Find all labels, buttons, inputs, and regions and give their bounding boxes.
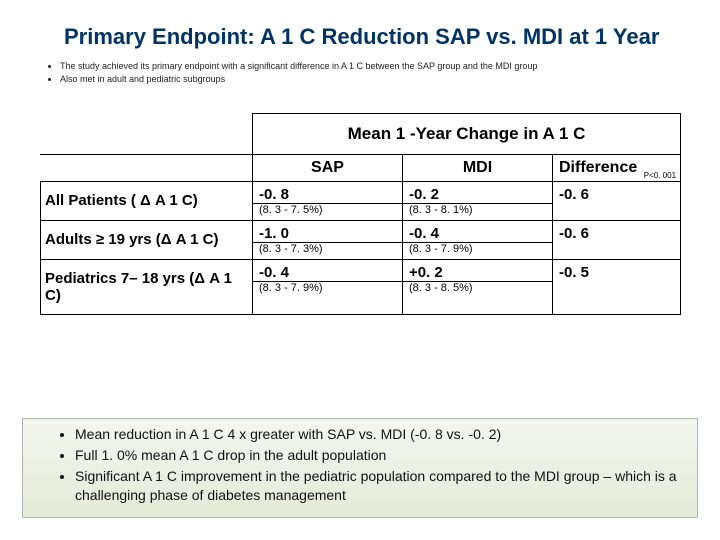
col-header-diff-label: Difference: [559, 159, 637, 176]
table-row: Adults ≥ 19 yrs (Δ A 1 C) -1. 0 (8. 3 - …: [41, 221, 681, 260]
results-table: Mean 1 -Year Change in A 1 C SAP MDI Dif…: [40, 113, 681, 315]
cell-sap: -1. 0 (8. 3 - 7. 3%): [253, 221, 403, 260]
cell-mdi: -0. 2 (8. 3 - 8. 1%): [403, 182, 553, 221]
top-bullet-list: The study achieved its primary endpoint …: [42, 60, 686, 85]
cell-value: -0. 8: [253, 182, 402, 203]
results-table-container: Mean 1 -Year Change in A 1 C SAP MDI Dif…: [40, 113, 680, 315]
cell-diff: -0. 6: [553, 221, 681, 260]
table-spanning-header: Mean 1 -Year Change in A 1 C: [253, 114, 681, 155]
summary-bullet: Full 1. 0% mean A 1 C drop in the adult …: [75, 446, 687, 465]
table-header-row-2: SAP MDI Difference P<0. 001: [41, 155, 681, 182]
table-row: Pediatrics 7– 18 yrs (Δ A 1 C) -0. 4 (8.…: [41, 260, 681, 315]
cell-subvalue: (8. 3 - 8. 1%): [403, 203, 552, 220]
summary-box: Mean reduction in A 1 C 4 x greater with…: [22, 418, 698, 518]
col-header-diff: Difference P<0. 001: [553, 155, 681, 182]
table-row: All Patients ( Δ A 1 C) -0. 8 (8. 3 - 7.…: [41, 182, 681, 221]
col-header-sap: SAP: [253, 155, 403, 182]
cell-sap: -0. 8 (8. 3 - 7. 5%): [253, 182, 403, 221]
col-header-mdi: MDI: [403, 155, 553, 182]
cell-subvalue: (8. 3 - 7. 5%): [253, 203, 402, 220]
cell-value: -0. 4: [403, 221, 552, 242]
p-value: P<0. 001: [644, 171, 676, 180]
cell-value: +0. 2: [403, 260, 552, 281]
table-header-row-1: Mean 1 -Year Change in A 1 C: [41, 114, 681, 155]
top-bullet: The study achieved its primary endpoint …: [60, 60, 686, 73]
row-label: All Patients ( Δ A 1 C): [41, 182, 253, 221]
cell-subvalue: (8. 3 - 7. 9%): [253, 281, 402, 298]
summary-bullet-list: Mean reduction in A 1 C 4 x greater with…: [75, 425, 687, 505]
table-header-blank: [41, 155, 253, 182]
cell-value: -1. 0: [253, 221, 402, 242]
cell-value: -0. 4: [253, 260, 402, 281]
row-label: Adults ≥ 19 yrs (Δ A 1 C): [41, 221, 253, 260]
summary-bullet: Mean reduction in A 1 C 4 x greater with…: [75, 425, 687, 444]
cell-value: -0. 2: [403, 182, 552, 203]
table-header-blank: [41, 114, 253, 155]
cell-mdi: +0. 2 (8. 3 - 8. 5%): [403, 260, 553, 315]
cell-diff: -0. 6: [553, 182, 681, 221]
cell-diff: -0. 5: [553, 260, 681, 315]
page-title: Primary Endpoint: A 1 C Reduction SAP vs…: [64, 24, 686, 50]
cell-subvalue: (8. 3 - 7. 9%): [403, 242, 552, 259]
cell-sap: -0. 4 (8. 3 - 7. 9%): [253, 260, 403, 315]
row-label: Pediatrics 7– 18 yrs (Δ A 1 C): [41, 260, 253, 315]
slide: Primary Endpoint: A 1 C Reduction SAP vs…: [0, 0, 720, 540]
cell-mdi: -0. 4 (8. 3 - 7. 9%): [403, 221, 553, 260]
cell-subvalue: (8. 3 - 8. 5%): [403, 281, 552, 298]
summary-bullet: Significant A 1 C improvement in the ped…: [75, 467, 687, 505]
top-bullet: Also met in adult and pediatric subgroup…: [60, 73, 686, 86]
cell-subvalue: (8. 3 - 7. 3%): [253, 242, 402, 259]
